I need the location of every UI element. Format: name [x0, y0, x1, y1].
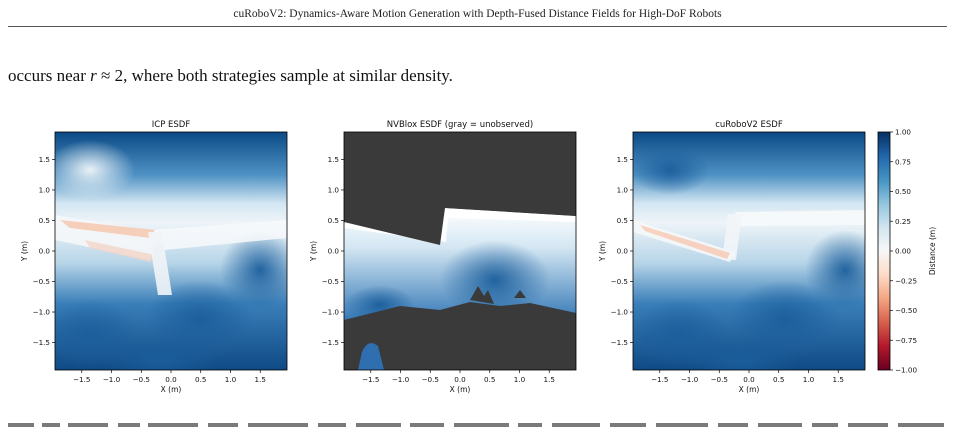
y-tick-label: 0.0 [39, 247, 51, 256]
y-tick-label: −1.5 [611, 338, 628, 347]
y-tick-label: −0.5 [322, 277, 339, 286]
colorbar-tick-label: −0.50 [895, 306, 917, 315]
x-tick-label: −0.5 [133, 375, 150, 384]
x-tick-label: 0.5 [195, 375, 206, 384]
x-tick-label: 1.5 [255, 375, 266, 384]
x-tick-label: −1.0 [392, 375, 410, 384]
caption-fragment [8, 409, 947, 427]
panel-nvblox-esdf [343, 131, 577, 371]
x-tick-label: 1.0 [803, 375, 815, 384]
colorbar [877, 131, 891, 371]
x-tick-label: 0.5 [484, 375, 495, 384]
nvblox-heatmap [344, 132, 576, 370]
y-tick-label: −0.5 [611, 277, 628, 286]
y-tick-label: 0.5 [328, 216, 339, 225]
y-axis-label: Y (m) [309, 241, 318, 262]
header-rule [8, 26, 947, 27]
body-text-suffix: , where both strategies sample at simila… [123, 66, 453, 85]
colorbar-tick-label: −0.25 [895, 276, 917, 285]
y-tick-label: 1.0 [39, 185, 51, 194]
colorbar-tick-label: 0.25 [895, 217, 911, 226]
x-tick-label: 0.0 [454, 375, 466, 384]
x-tick-label: 1.5 [833, 375, 844, 384]
running-title: cuRoboV2: Dynamics-Aware Motion Generati… [233, 8, 722, 20]
y-tick-label: −1.0 [611, 308, 629, 317]
body-text-line: occurs near r ≈ 2, where both strategies… [8, 66, 453, 86]
y-axis-label: Y (m) [20, 241, 29, 262]
panel-title: cuRoboV2 ESDF [715, 120, 783, 130]
panel-axes-2: NVBlox ESDF (gray = unobserved) −1.5 −1.0 −… [309, 120, 555, 394]
y-tick-label: 0.5 [39, 216, 50, 225]
y-tick-label: 0.0 [617, 247, 629, 256]
caption-cropped-text [8, 423, 944, 427]
esdf-comparison-figure: ICP ESDF −1.5 −1.0 −0.5 0.0 0.5 1.0 1.5 1.5 1.0 0.… [0, 110, 955, 410]
icp-heatmap [55, 132, 287, 370]
x-axis-label: X (m) [450, 385, 471, 394]
colorbar-tick-label: −1.00 [895, 366, 917, 375]
y-tick-label: 1.5 [39, 155, 50, 164]
curobov2-heatmap [633, 132, 865, 370]
x-tick-label: 1.5 [544, 375, 555, 384]
colorbar-gradient [877, 131, 891, 371]
x-tick-label: 1.0 [514, 375, 526, 384]
x-tick-label: 0.0 [743, 375, 755, 384]
esdf-figure-svg: ICP ESDF −1.5 −1.0 −0.5 0.0 0.5 1.0 1.5 1.5 1.0 0.… [20, 120, 937, 394]
panel-axes-1: ICP ESDF −1.5 −1.0 −0.5 0.0 0.5 1.0 1.5 1.5 1.0 0.… [20, 120, 266, 394]
colorbar-tick-label: −0.75 [895, 336, 917, 345]
colorbar-tick-label: 0.75 [895, 157, 911, 166]
x-tick-label: 0.0 [165, 375, 177, 384]
math-approx-value: ≈ 2 [96, 66, 124, 85]
y-tick-label: −1.5 [33, 338, 50, 347]
panel-title: ICP ESDF [152, 120, 191, 130]
x-tick-label: −1.5 [362, 375, 379, 384]
panel-icp-esdf [54, 131, 288, 371]
y-tick-label: 0.0 [328, 247, 340, 256]
y-axis-label: Y (m) [598, 241, 607, 262]
x-tick-label: −1.0 [681, 375, 699, 384]
y-tick-label: −1.0 [322, 308, 340, 317]
x-axis-label: X (m) [739, 385, 760, 394]
colorbar-tick-label: 1.00 [895, 128, 911, 137]
x-tick-label: 1.0 [225, 375, 237, 384]
panel-title: NVBlox ESDF (gray = unobserved) [387, 120, 533, 130]
math-variable-r: r [90, 66, 97, 85]
y-tick-label: 1.0 [328, 185, 340, 194]
colorbar-axis: 1.00 0.75 0.50 0.25 0.00 −0.25 −0.50 −0.75 −1.00… [890, 128, 937, 375]
y-tick-label: −0.5 [33, 277, 50, 286]
y-tick-label: 1.0 [617, 185, 629, 194]
y-tick-label: −1.5 [322, 338, 339, 347]
x-tick-label: −1.5 [73, 375, 90, 384]
x-tick-label: −1.0 [103, 375, 121, 384]
x-axis-label: X (m) [161, 385, 182, 394]
colorbar-tick-label: 0.00 [895, 247, 911, 256]
x-tick-label: −1.5 [651, 375, 668, 384]
panel-axes-3: cuRoboV2 ESDF −1.5 −1.0 −0.5 0.0 0.5 1.0 1.5 1.5… [598, 120, 844, 394]
y-tick-label: 1.5 [328, 155, 339, 164]
y-tick-label: −1.0 [33, 308, 51, 317]
x-tick-label: 0.5 [773, 375, 784, 384]
panel-curobov2-esdf [632, 131, 866, 371]
y-tick-label: 0.5 [617, 216, 628, 225]
axes-annotations: ICP ESDF −1.5 −1.0 −0.5 0.0 0.5 1.0 1.5 1.5 1.0 0.… [20, 120, 937, 394]
y-tick-label: 1.5 [617, 155, 628, 164]
colorbar-tick-label: 0.50 [895, 187, 911, 196]
x-tick-label: −0.5 [711, 375, 728, 384]
x-tick-label: −0.5 [422, 375, 439, 384]
colorbar-label: Distance (m) [928, 227, 937, 275]
body-text-prefix: occurs near [8, 66, 91, 85]
